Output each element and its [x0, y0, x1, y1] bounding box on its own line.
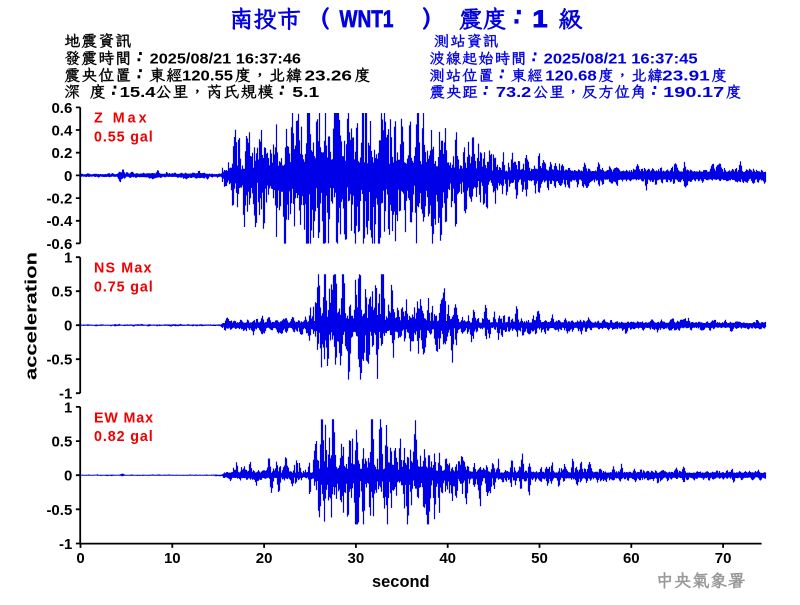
svg-text:10: 10 — [164, 550, 181, 567]
svg-text:0.82 gal: 0.82 gal — [94, 429, 154, 445]
svg-text:1: 1 — [533, 6, 548, 33]
svg-text:20: 20 — [256, 550, 273, 567]
svg-text:-0.5: -0.5 — [46, 502, 72, 519]
svg-text:30: 30 — [348, 550, 365, 567]
svg-text:second: second — [372, 573, 430, 591]
svg-text:0.6: 0.6 — [51, 100, 72, 117]
svg-text:0.4: 0.4 — [51, 122, 73, 139]
svg-text:0.5: 0.5 — [51, 284, 72, 301]
svg-text:NS Max: NS Max — [94, 261, 153, 277]
svg-text:70: 70 — [715, 550, 732, 567]
svg-text:23.91: 23.91 — [662, 68, 710, 85]
svg-text:-0.2: -0.2 — [46, 190, 72, 207]
svg-text:2025/08/21 16:37:45: 2025/08/21 16:37:45 — [544, 51, 698, 68]
svg-text:-0.4: -0.4 — [46, 213, 73, 230]
svg-text:0.75 gal: 0.75 gal — [94, 279, 154, 295]
svg-text:-1: -1 — [59, 386, 72, 403]
svg-text:190.17: 190.17 — [663, 84, 724, 101]
svg-text:120.68: 120.68 — [545, 68, 597, 85]
svg-text:0: 0 — [64, 318, 72, 335]
svg-text:60: 60 — [623, 550, 640, 567]
svg-text:15.4: 15.4 — [120, 84, 157, 101]
svg-text:120.55: 120.55 — [182, 68, 233, 85]
svg-text:1: 1 — [64, 399, 72, 416]
svg-text:0: 0 — [64, 168, 72, 185]
svg-text:-0.5: -0.5 — [46, 352, 72, 369]
svg-text:1: 1 — [64, 250, 72, 267]
svg-text:0.2: 0.2 — [51, 145, 72, 162]
svg-text:EW Max: EW Max — [94, 410, 154, 426]
svg-text:0: 0 — [76, 550, 84, 567]
svg-text:Z Max: Z Max — [94, 111, 150, 127]
svg-text:0.5: 0.5 — [51, 433, 72, 450]
svg-text:WNT1: WNT1 — [340, 6, 394, 33]
svg-text:-1: -1 — [59, 536, 72, 553]
svg-text:acceleration: acceleration — [22, 252, 41, 380]
svg-text:23.26: 23.26 — [305, 68, 353, 85]
svg-text:73.2: 73.2 — [496, 84, 531, 101]
svg-text:0.55 gal: 0.55 gal — [94, 129, 154, 145]
svg-text:5.1: 5.1 — [292, 84, 319, 101]
svg-text:2025/08/21 16:37:46: 2025/08/21 16:37:46 — [150, 51, 301, 68]
svg-text:40: 40 — [439, 550, 456, 567]
svg-text:-0.6: -0.6 — [46, 236, 72, 253]
svg-text:50: 50 — [531, 550, 548, 567]
svg-text:0: 0 — [64, 468, 72, 485]
